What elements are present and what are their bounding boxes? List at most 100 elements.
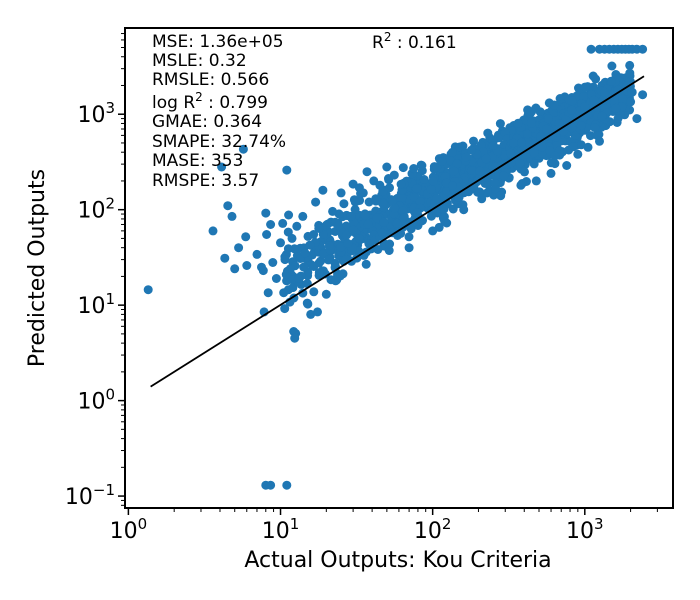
- x-tick-label: 100: [110, 515, 148, 544]
- data-point: [319, 249, 329, 259]
- data-point: [377, 228, 387, 238]
- data-point: [483, 128, 493, 138]
- data-point: [389, 170, 399, 180]
- data-point: [415, 197, 425, 207]
- data-point: [252, 249, 262, 259]
- rmsle-label: RMSLE: 0.566: [152, 70, 269, 90]
- data-point: [143, 285, 153, 295]
- data-point: [583, 142, 593, 152]
- data-point: [404, 232, 414, 242]
- x-tick-label: 102: [414, 515, 452, 544]
- data-point: [298, 288, 308, 298]
- data-point: [379, 217, 389, 227]
- data-point: [527, 107, 537, 117]
- data-point: [417, 161, 427, 170]
- data-point: [279, 288, 289, 298]
- data-point: [287, 233, 297, 243]
- data-point: [390, 203, 400, 213]
- data-point: [428, 176, 438, 186]
- data-point: [318, 185, 328, 195]
- data-point: [378, 199, 388, 209]
- data-point: [299, 262, 309, 272]
- data-point: [230, 264, 240, 274]
- y-tick-label: 102: [77, 195, 115, 224]
- data-point: [482, 188, 492, 198]
- ticks-layer: 100 101 102 103 10−1 100 101 102 103: [65, 33, 658, 544]
- data-point: [280, 304, 290, 314]
- data-point: [580, 102, 590, 112]
- data-point: [542, 124, 551, 134]
- data-point: [445, 156, 455, 166]
- data-point: [396, 179, 406, 189]
- mse-label: MSE: 1.36e+05: [152, 32, 284, 52]
- data-point: [452, 159, 462, 169]
- data-point: [590, 123, 600, 133]
- data-point: [258, 266, 268, 276]
- data-point: [544, 114, 553, 124]
- data-point: [419, 175, 429, 184]
- data-point: [289, 327, 299, 336]
- data-point: [509, 138, 518, 148]
- data-point: [262, 230, 272, 239]
- data-point: [579, 92, 588, 102]
- data-point: [437, 157, 447, 166]
- data-point: [517, 137, 527, 147]
- r2-label: R2 : 0.161: [372, 30, 457, 53]
- data-point: [371, 196, 381, 206]
- data-point: [284, 210, 294, 220]
- data-point: [227, 211, 237, 221]
- rmspe-label: RMSPE: 3.57: [152, 171, 259, 191]
- data-point: [580, 82, 590, 92]
- data-point: [613, 114, 623, 123]
- data-point: [336, 188, 346, 198]
- data-point: [544, 98, 554, 108]
- data-point: [378, 187, 388, 196]
- data-point: [495, 119, 505, 129]
- data-point: [567, 105, 577, 115]
- data-point: [638, 44, 648, 54]
- data-point: [302, 298, 312, 308]
- data-point: [567, 96, 577, 106]
- data-point: [448, 204, 458, 214]
- data-point: [448, 181, 457, 191]
- data-point: [285, 264, 295, 274]
- data-point: [607, 77, 617, 86]
- data-point: [459, 205, 469, 215]
- data-point: [305, 240, 315, 250]
- data-point: [428, 226, 438, 236]
- data-point: [266, 220, 276, 229]
- data-point: [361, 259, 371, 269]
- data-point: [385, 183, 394, 193]
- data-point: [626, 97, 636, 107]
- data-point: [384, 246, 394, 255]
- data-point: [223, 201, 233, 211]
- data-point: [412, 184, 422, 193]
- data-point: [591, 74, 601, 84]
- x-tick-label: 103: [566, 515, 604, 544]
- data-point: [632, 114, 642, 124]
- data-point: [467, 145, 476, 155]
- data-point: [208, 226, 218, 236]
- data-point: [292, 221, 302, 231]
- msle-label: MSLE: 0.32: [152, 51, 247, 71]
- data-point: [294, 274, 304, 283]
- data-point: [314, 268, 324, 277]
- data-point: [314, 223, 324, 233]
- data-point: [290, 333, 300, 343]
- smape-label: SMAPE: 32.74%: [152, 132, 286, 152]
- data-point: [338, 269, 348, 279]
- data-point: [527, 118, 536, 128]
- data-point: [398, 206, 408, 216]
- data-point: [546, 158, 556, 168]
- data-point: [364, 239, 374, 249]
- data-point: [238, 144, 248, 154]
- data-point: [625, 68, 635, 78]
- data-point: [409, 164, 419, 173]
- y-tick-label: 103: [77, 99, 115, 128]
- data-point: [597, 111, 607, 121]
- data-point: [360, 210, 370, 220]
- data-point: [241, 232, 251, 242]
- data-point: [513, 118, 523, 128]
- data-point: [373, 245, 383, 254]
